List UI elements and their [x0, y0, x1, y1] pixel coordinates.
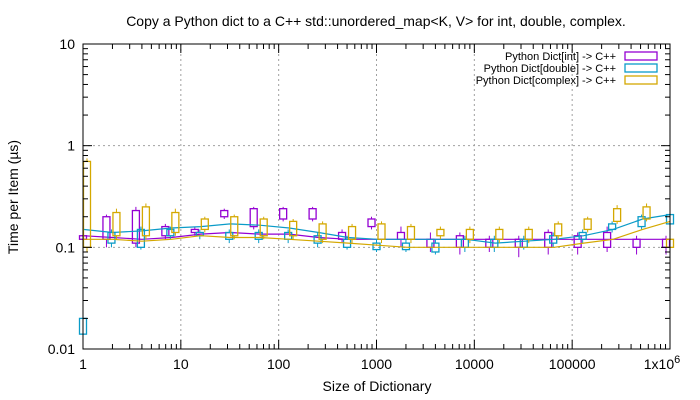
box	[171, 211, 180, 234]
axes: 1 10 100 1000 10000 100000 1x106 0.01 0.1 1 10	[48, 36, 680, 372]
box	[107, 231, 116, 244]
box	[200, 218, 209, 231]
box	[102, 216, 111, 240]
series-line	[83, 220, 671, 248]
box	[406, 225, 416, 240]
x-tick-label: 1	[79, 356, 87, 372]
y-axis-label: Time per Item (µs)	[5, 140, 21, 254]
box	[131, 209, 141, 244]
box	[514, 238, 523, 248]
box	[372, 242, 381, 251]
box	[632, 238, 641, 248]
box	[289, 220, 298, 237]
grid	[83, 44, 670, 349]
legend-label: Python Dict[complex] -> C++	[476, 75, 616, 87]
legend: Python Dict[int] -> C++Python Dict[doubl…	[476, 51, 658, 87]
box	[455, 235, 465, 248]
box	[485, 238, 494, 248]
box	[347, 225, 357, 240]
series-layer	[78, 158, 675, 338]
x-tick-label-exponent: 6	[674, 354, 680, 366]
y-tick-label: 0.01	[48, 341, 75, 357]
x-tick-label: 100000	[549, 356, 596, 372]
box	[141, 206, 151, 237]
box	[637, 216, 646, 228]
box	[612, 208, 622, 223]
x-tick-label: 10	[173, 356, 189, 372]
y-tick-label: 0.1	[56, 239, 76, 255]
box	[583, 218, 592, 231]
x-tick-label: 1000	[361, 356, 392, 372]
box	[112, 211, 121, 237]
x-axis-label: Size of Dictionary	[323, 378, 432, 394]
box	[249, 208, 258, 228]
box	[642, 206, 651, 220]
legend-swatch	[624, 51, 658, 61]
x-tick-label: 10000	[455, 356, 494, 372]
legend-label: Python Dict[int] -> C++	[505, 51, 616, 63]
x-tick-label: 1x106	[644, 354, 680, 372]
y-tick-label: 10	[59, 36, 75, 52]
box	[82, 160, 92, 248]
legend-swatch	[624, 75, 658, 85]
y-tick-label: 1	[67, 138, 75, 154]
box	[220, 209, 229, 218]
box	[573, 235, 582, 248]
box	[259, 218, 268, 237]
box	[460, 238, 470, 248]
box	[318, 223, 327, 240]
box	[396, 231, 406, 240]
box	[436, 228, 445, 237]
box	[308, 208, 317, 220]
box	[465, 228, 475, 240]
box	[279, 208, 288, 220]
legend-label: Python Dict[double] -> C++	[484, 63, 616, 75]
box	[161, 225, 170, 237]
box	[554, 223, 563, 237]
legend-swatch	[624, 63, 658, 73]
box	[578, 231, 587, 240]
box	[524, 228, 533, 240]
box	[549, 235, 558, 244]
box	[401, 242, 411, 251]
chart-title: Copy a Python dict to a C++ std::unorder…	[126, 13, 626, 29]
box	[230, 216, 239, 237]
box	[136, 228, 146, 248]
box	[190, 228, 199, 234]
box	[519, 238, 528, 248]
box	[607, 223, 617, 231]
box	[495, 228, 504, 240]
box	[377, 223, 386, 240]
box	[367, 218, 376, 228]
x-tick-label: 100	[267, 356, 291, 372]
